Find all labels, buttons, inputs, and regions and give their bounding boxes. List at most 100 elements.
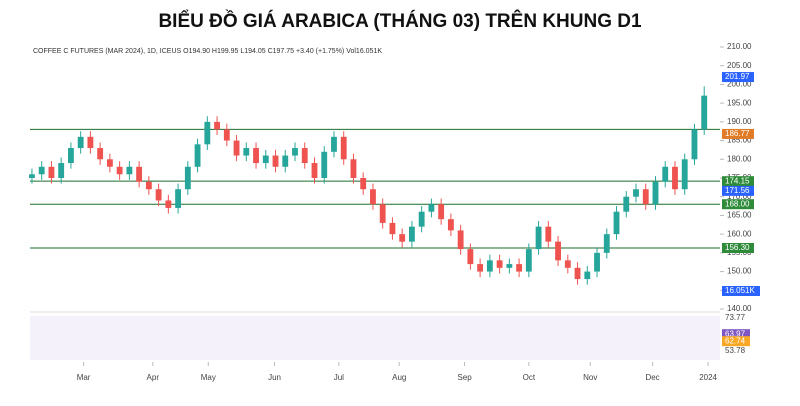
price-tag-label: 156.30 xyxy=(725,243,750,252)
price-tag-label: 201.97 xyxy=(725,72,750,81)
candle-body xyxy=(243,148,250,156)
rsi-tag-label: 63.97 xyxy=(725,329,746,338)
chart-title: BIỂU ĐỒ GIÁ ARABICA (THÁNG 03) TRÊN KHUN… xyxy=(158,10,642,32)
candle-body xyxy=(584,271,591,280)
volume-tag-label: 16.051K xyxy=(725,286,755,295)
candle-body xyxy=(701,95,708,130)
candle-body xyxy=(564,260,571,268)
candle-body xyxy=(77,136,84,149)
candle-body xyxy=(87,136,94,149)
candle-body xyxy=(623,196,630,212)
candle-body xyxy=(428,204,435,212)
candle-body xyxy=(486,260,493,272)
candle-body xyxy=(652,181,659,205)
candle-body xyxy=(496,260,503,268)
candle-body xyxy=(360,178,367,190)
y-tick-label: 165.00 xyxy=(727,211,752,220)
x-tick-label: Sep xyxy=(457,373,472,382)
candle-body xyxy=(672,166,678,190)
candle-body xyxy=(292,148,298,156)
rsi-tag xyxy=(722,336,750,347)
rsi-tag-label: 62.74 xyxy=(725,336,746,345)
rsi-tag-label: 53.78 xyxy=(725,346,746,355)
price-tag xyxy=(722,185,754,196)
rsi-panel xyxy=(30,316,720,360)
candle-body xyxy=(662,166,669,182)
chart-subtitle: COFFEE C FUTURES (MAR 2024), 1D, ICEUS O… xyxy=(33,48,382,55)
x-tick-label: Oct xyxy=(523,373,536,382)
candle-body xyxy=(350,159,357,178)
candle-body xyxy=(48,166,55,178)
candle-body xyxy=(447,219,454,231)
candle-body xyxy=(145,181,152,190)
candle-body xyxy=(97,148,104,160)
candle-body xyxy=(262,155,269,164)
volume-tag xyxy=(722,286,760,296)
candle-body xyxy=(516,264,523,272)
y-tick-label: 195.00 xyxy=(727,98,752,107)
candle-body xyxy=(633,189,639,197)
candle-body xyxy=(438,204,445,220)
x-tick-label: Nov xyxy=(583,373,597,382)
candle-body xyxy=(525,249,532,272)
x-tick-label: Apr xyxy=(147,373,160,382)
candle-body xyxy=(545,226,552,242)
candle-body xyxy=(613,211,620,235)
candle-body xyxy=(389,222,396,235)
candle-body xyxy=(535,226,542,250)
candle-body xyxy=(603,234,610,253)
candle-body xyxy=(184,166,191,190)
x-tick-label: Jul xyxy=(334,373,344,382)
candle-body xyxy=(223,129,230,141)
candle-body xyxy=(574,267,581,280)
y-tick-label: 205.00 xyxy=(727,61,752,70)
candle-body xyxy=(253,148,259,164)
candle-body xyxy=(321,151,328,178)
candle-body xyxy=(331,136,337,152)
candle-body xyxy=(155,189,162,201)
candle-body xyxy=(642,189,649,205)
rsi-tag-label: 73.77 xyxy=(725,313,746,322)
price-tag xyxy=(722,72,754,83)
candle-body xyxy=(311,163,318,178)
candle-body xyxy=(165,200,172,208)
price-tag xyxy=(722,176,754,187)
candle-body xyxy=(408,226,415,242)
y-tick-label: 210.00 xyxy=(727,42,752,51)
candle-body xyxy=(379,204,386,223)
candle-body xyxy=(477,264,484,272)
y-tick-label: 150.00 xyxy=(727,267,752,276)
candle-body xyxy=(399,234,406,242)
candle-body xyxy=(467,249,474,265)
y-tick-label: 160.00 xyxy=(727,229,752,238)
y-tick-label: 180.00 xyxy=(727,154,752,163)
price-tag-label: 168.00 xyxy=(725,199,750,208)
candle-body xyxy=(594,252,600,272)
candle-body xyxy=(136,166,143,182)
candle-body xyxy=(506,264,513,268)
price-tag-label: 171.56 xyxy=(725,186,750,195)
x-tick-label: Jun xyxy=(268,373,281,382)
candle-body xyxy=(58,163,65,178)
price-tag xyxy=(722,199,754,210)
x-tick-label: Dec xyxy=(645,373,659,382)
candle-body xyxy=(194,144,201,167)
candle-body xyxy=(126,166,133,175)
candle-body xyxy=(38,166,45,175)
candle-body xyxy=(370,189,376,205)
rsi-tag xyxy=(722,329,750,340)
x-tick-label: 2024 xyxy=(699,373,717,382)
candle-body xyxy=(272,155,279,167)
candle-body xyxy=(204,121,211,145)
y-tick-label: 190.00 xyxy=(727,117,752,126)
candle-body xyxy=(106,159,113,167)
price-tag xyxy=(722,128,754,139)
candle-body xyxy=(233,140,240,156)
candle-body xyxy=(214,121,220,130)
y-tick-label: 170.00 xyxy=(727,192,752,201)
candle-body xyxy=(555,241,561,261)
x-tick-label: Mar xyxy=(77,373,91,382)
y-tick-label: 200.00 xyxy=(727,80,752,89)
candle-body xyxy=(282,155,289,167)
